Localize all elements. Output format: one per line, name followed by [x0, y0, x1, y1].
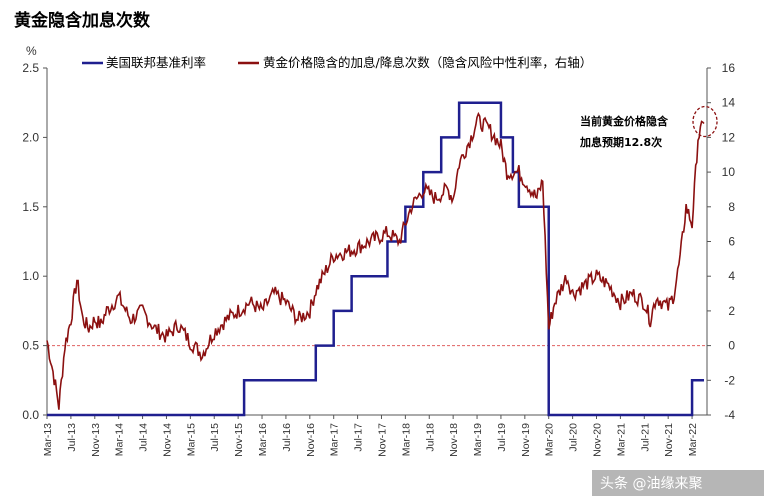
left-tick-label: 0.0: [22, 408, 39, 422]
x-tick-label: Jul-21: [639, 423, 651, 452]
annotation-line-2: 加息预期12.8次: [579, 135, 662, 149]
x-tick-label: Jul-14: [138, 423, 150, 452]
watermark-text: 头条 @油缘来聚: [600, 475, 702, 492]
x-axis-ticks: Mar-13 Jul-13 Nov-13 Mar-14 Jul-14 Nov-14 Mar-…: [42, 415, 699, 457]
x-tick-label: Mar-14: [114, 423, 126, 456]
x-tick-label: Nov-20: [592, 423, 604, 457]
right-tick-label: -2: [724, 373, 735, 387]
x-tick-label: Jul-18: [424, 423, 436, 452]
x-tick-label: Nov-13: [90, 423, 102, 457]
right-tick-label: 0: [728, 339, 735, 353]
right-tick-label: 8: [728, 200, 735, 214]
x-tick-label: Mar-19: [472, 423, 484, 456]
x-tick-label: Nov-19: [520, 423, 532, 457]
x-tick-label: Mar-15: [185, 423, 197, 456]
right-tick-label: 12: [722, 130, 736, 144]
right-tick-label: -4: [724, 408, 735, 422]
x-tick-label: Nov-16: [305, 423, 317, 457]
left-axis-ticks: 0.0 0.5 1.0 1.5 2.0 2.5: [22, 61, 47, 422]
x-tick-label: Mar-16: [257, 423, 269, 456]
chart-title: 黄金隐含加息次数: [14, 10, 151, 31]
left-tick-label: 1.0: [22, 269, 39, 283]
x-tick-label: Nov-17: [376, 423, 388, 457]
x-tick-label: Jul-17: [353, 423, 365, 452]
right-tick-label: 4: [728, 269, 735, 283]
right-tick-label: 6: [728, 235, 735, 249]
left-axis-unit: %: [26, 44, 37, 58]
x-tick-label: Mar-17: [329, 423, 341, 456]
right-tick-label: 10: [722, 165, 736, 179]
left-tick-label: 0.5: [22, 339, 39, 353]
x-tick-label: Nov-21: [663, 423, 675, 457]
left-tick-label: 1.5: [22, 200, 39, 214]
legend-label-fed-rate: 美国联邦基准利率: [106, 55, 206, 70]
right-tick-label: 16: [722, 61, 736, 75]
x-tick-label: Jul-20: [568, 423, 580, 452]
x-tick-label: Jul-13: [66, 423, 78, 452]
x-tick-label: Mar-18: [400, 423, 412, 456]
x-tick-label: Mar-22: [687, 423, 699, 456]
x-tick-label: Jul-16: [281, 423, 293, 452]
watermark-bg: [592, 470, 764, 496]
legend-label-gold: 黄金价格隐含的加息/降息次数（隐含风险中性利率，右轴）: [263, 55, 592, 70]
left-tick-label: 2.5: [22, 61, 39, 75]
right-tick-label: 14: [722, 96, 736, 110]
series-layer: [46, 101, 705, 417]
right-axis-ticks: -4 -2 0 2 4 6 8 10 12 14 16: [707, 61, 735, 422]
x-tick-label: Mar-13: [42, 423, 54, 456]
x-tick-label: Jul-19: [496, 423, 508, 452]
fed-rate-line: [47, 101, 705, 417]
watermark: 头条 @油缘来聚: [592, 470, 764, 496]
right-tick-label: 2: [728, 304, 735, 318]
gold-implied-hikes-line: [46, 111, 705, 410]
x-tick-label: Jul-15: [209, 423, 221, 452]
left-tick-label: 2.0: [22, 130, 39, 144]
x-tick-label: Nov-18: [448, 423, 460, 457]
x-tick-label: Mar-21: [615, 423, 627, 456]
x-tick-label: Nov-14: [161, 423, 173, 457]
annotation-line-1: 当前黄金价格隐含: [580, 114, 669, 128]
legend: 美国联邦基准利率 黄金价格隐含的加息/降息次数（隐含风险中性利率，右轴）: [82, 55, 592, 70]
x-tick-label: Nov-15: [233, 423, 245, 457]
annotation-highlight-circle: [692, 105, 718, 138]
x-tick-label: Mar-20: [544, 423, 556, 456]
